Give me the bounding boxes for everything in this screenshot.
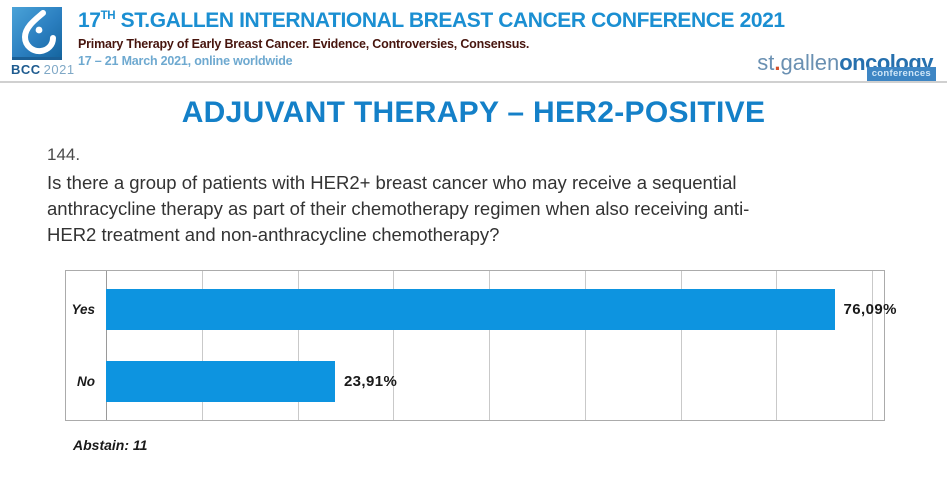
bcc-year: 2021 xyxy=(43,62,75,77)
conference-dates: 17 – 21 March 2021, online worldwide xyxy=(78,54,293,68)
conference-header-text: 17TH ST.GALLEN INTERNATIONAL BREAST CANC… xyxy=(78,9,785,68)
bar xyxy=(106,289,835,330)
slide-title: ADJUVANT THERAPY – HER2-POSITIVE xyxy=(181,96,766,129)
gridline xyxy=(297,271,299,420)
question-line-2: anthracycline therapy as part of their c… xyxy=(47,198,750,219)
question-number: 144. xyxy=(47,145,81,164)
conference-title: 17TH ST.GALLEN INTERNATIONAL BREAST CANC… xyxy=(78,9,785,33)
breast-drop-icon xyxy=(21,10,56,55)
bcc-year-label: BCC 2021 xyxy=(11,62,75,77)
brand-st: st xyxy=(757,50,775,75)
poll-question: 144. Is there a group of patients with H… xyxy=(47,145,947,248)
gridline xyxy=(393,271,395,420)
question-line-1: Is there a group of patients with HER2+ … xyxy=(47,172,737,193)
gridline xyxy=(872,271,873,420)
bar-category-label: No xyxy=(77,374,95,389)
gridline xyxy=(680,271,682,420)
bar-row: Yes 76,09% xyxy=(66,289,896,330)
conference-header: BCC 2021 17TH ST.GALLEN INTERNATIONAL BRE… xyxy=(0,0,947,83)
stgallen-oncology-logo: st.gallenoncology conferences xyxy=(757,50,936,81)
poll-results-chart: Yes 76,09% No 23,91% xyxy=(65,270,896,421)
brand-gallen: gallen xyxy=(780,50,840,75)
conference-title-prefix: 17 xyxy=(78,9,101,32)
gridline xyxy=(489,271,490,420)
conference-subtitle: Primary Therapy of Early Breast Cancer. … xyxy=(78,37,530,51)
gridline-layer xyxy=(106,271,873,420)
bar xyxy=(106,361,335,402)
gridline xyxy=(584,271,586,420)
y-axis-line xyxy=(106,271,107,420)
bar-value-label: 23,91% xyxy=(343,373,398,390)
bar-rows: Yes 76,09% No 23,91% xyxy=(66,271,896,420)
bar-track: 23,91% xyxy=(106,361,872,402)
bar-category-label: Yes xyxy=(71,302,95,317)
abstain-note: Abstain: 11 xyxy=(73,437,148,453)
bcc-acronym: BCC xyxy=(11,62,41,77)
conference-title-ordinal: TH xyxy=(100,10,116,22)
conferences-badge: conferences xyxy=(866,67,936,81)
brand-orange-dot: . xyxy=(774,50,781,75)
bcc-logo xyxy=(12,7,62,60)
conference-title-rest: ST.GALLEN INTERNATIONAL BREAST CANCER CO… xyxy=(115,9,786,32)
question-line-3: HER2 treatment and non-anthracycline che… xyxy=(47,224,500,245)
bar-track: 76,09% xyxy=(106,289,896,330)
gridline xyxy=(776,271,778,420)
bar-value-label: 76,09% xyxy=(843,301,897,318)
gridline xyxy=(201,271,203,420)
bar-row: No 23,91% xyxy=(66,361,884,402)
